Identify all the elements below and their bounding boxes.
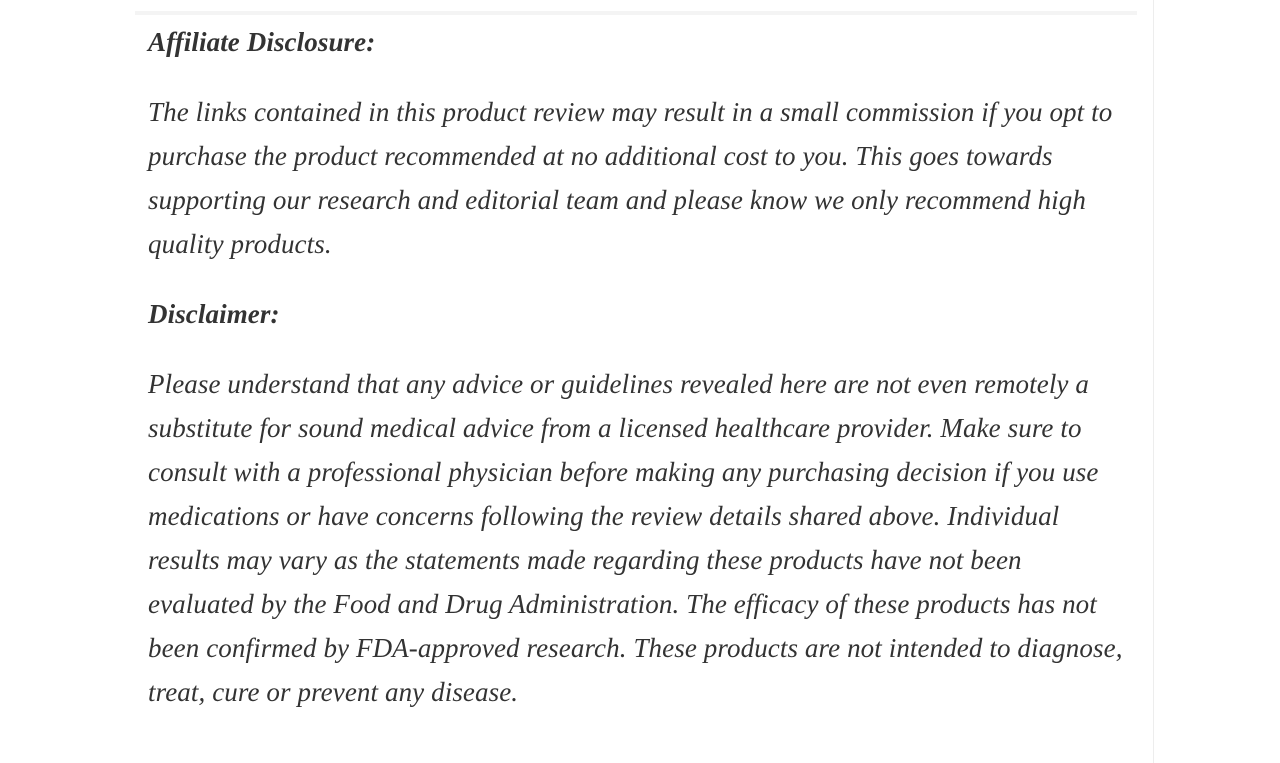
content-right-border <box>1153 0 1154 763</box>
affiliate-disclosure-paragraph: The links contained in this product revi… <box>148 97 1113 259</box>
affiliate-disclosure-heading: Affiliate Disclosure: <box>148 27 376 57</box>
disclaimer-paragraph: Please understand that any advice or gui… <box>148 369 1123 707</box>
top-divider <box>135 11 1137 15</box>
disclaimer-heading: Disclaimer: <box>148 299 280 329</box>
article-content: Affiliate Disclosure: The links containe… <box>148 20 1134 740</box>
